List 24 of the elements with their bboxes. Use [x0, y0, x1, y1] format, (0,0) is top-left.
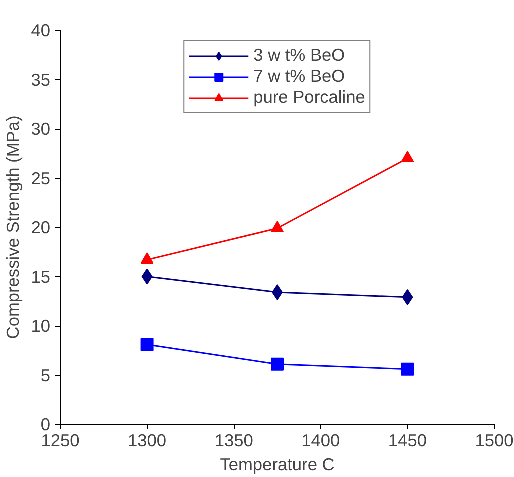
point: [401, 151, 414, 163]
y-tick-label: 35: [31, 70, 51, 90]
y-axis-title: Compressive Strength (MPa): [3, 116, 24, 340]
x-tick-label: 1300: [128, 430, 167, 450]
legend-label: 7 w t% BeO: [254, 66, 346, 87]
y-tick-label: 20: [31, 218, 51, 238]
y-tick-label: 30: [31, 119, 51, 139]
point: [140, 252, 154, 264]
y-tick-label: 15: [31, 266, 51, 287]
y-tick-label: 5: [40, 365, 51, 386]
point: [271, 358, 284, 371]
y-tick-label: 40: [31, 20, 51, 40]
x-tick-label: 1500: [475, 430, 514, 450]
x-tick-label: 1350: [214, 430, 254, 450]
point: [140, 338, 154, 352]
legend-label: 3 w t% BeO: [254, 45, 346, 66]
point: [401, 362, 414, 376]
point: [271, 221, 284, 232]
x-tick-label: 1450: [388, 430, 427, 450]
x-tick-label: 1400: [302, 430, 340, 450]
legend-label: pure Porcaline: [254, 87, 366, 108]
y-tick-label: 10: [31, 316, 51, 336]
x-axis-title: Temperature C: [220, 454, 335, 474]
y-tick-label: 25: [31, 168, 51, 188]
